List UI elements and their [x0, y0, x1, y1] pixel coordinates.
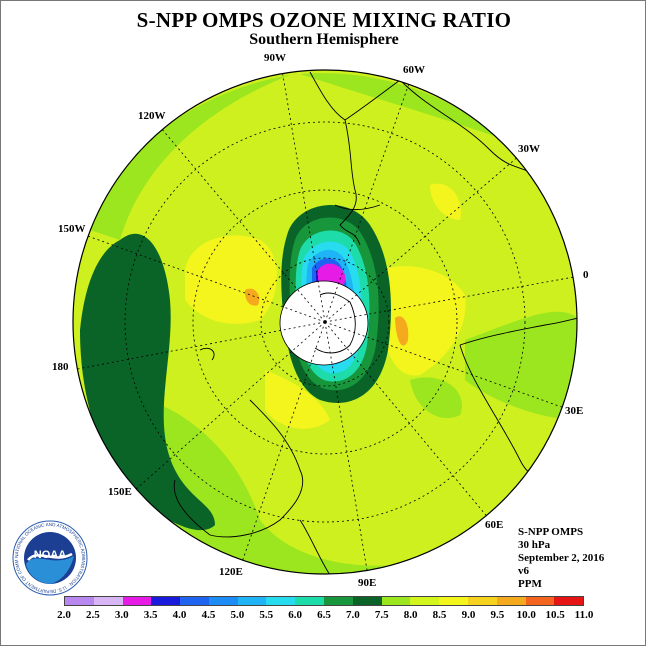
antarctica-coast: [314, 292, 356, 354]
lon-label-180: 180: [52, 361, 69, 373]
australia-coast: [173, 479, 211, 536]
ozone-contour-9-5: [244, 288, 260, 306]
lon-label-150e: 150E: [108, 486, 132, 498]
colorbar-tick-label: 5.5: [259, 609, 274, 621]
colorbar-swatch: [122, 597, 152, 605]
colorbar-swatch: [381, 597, 411, 605]
map-title: S-NPP OMPS OZONE MIXING RATIO: [136, 8, 512, 32]
colorbar-tick-label: 5.0: [230, 609, 245, 621]
metadata-block: S-NPP OMPS 30 hPa September 2, 2016 v6 P…: [518, 526, 604, 591]
colorbar-tick-label: 7.0: [346, 609, 360, 621]
colorbar-swatch: [324, 597, 353, 605]
colorbar-tick-label: 4.0: [172, 609, 187, 621]
antarctic-peninsula-coast: [334, 204, 381, 210]
colorbar: [64, 596, 584, 606]
colorbar-tick-label: 6.0: [288, 609, 302, 621]
noaa-logo-text: NOAA: [34, 549, 66, 561]
south-america-coast: [399, 79, 536, 176]
colorbar-tick-label: 8.5: [432, 609, 447, 621]
colorbar-swatch: [352, 597, 382, 605]
new-zealand-coast: [199, 347, 215, 361]
colorbar-swatch: [467, 597, 497, 605]
lon-label-0: 0: [583, 269, 589, 281]
colorbar-swatch: [554, 597, 584, 605]
lon-label-60e: 60E: [485, 519, 504, 531]
lon-label-120e: 120E: [219, 566, 243, 578]
colorbar-swatch: [410, 597, 440, 605]
colorbar-tick-label: 3.5: [143, 609, 158, 621]
colorbar-swatch: [65, 597, 94, 605]
ozone-contour-9-5: [395, 316, 409, 346]
colorbar-tick-label: 10.0: [516, 609, 536, 621]
south-america-coast: [309, 71, 401, 121]
colorbar-swatch: [439, 597, 468, 605]
lon-label-30w: 30W: [518, 143, 540, 155]
pressure-level-label: 30 hPa: [518, 539, 551, 551]
lon-label-150w: 150W: [58, 223, 86, 235]
ozone-contour-7-5: [465, 311, 577, 420]
lon-label-90w: 90W: [264, 52, 286, 64]
instrument-label: S-NPP OMPS: [518, 526, 584, 538]
colorbar-swatch: [237, 597, 267, 605]
map-subtitle: Southern Hemisphere: [249, 31, 399, 48]
ozone-contour-7-5: [90, 75, 290, 240]
colorbar-tick-label: 9.0: [461, 609, 476, 621]
colorbar-tick-label: 2.0: [57, 609, 71, 621]
colorbar-tick-label: 2.5: [86, 609, 100, 621]
noaa-logo: NOAA NATIONAL OCEANIC AND ATMOSPHERIC AD…: [12, 520, 88, 596]
colorbar-swatch: [266, 597, 296, 605]
colorbar-swatch: [496, 597, 526, 605]
lon-label-90e: 90E: [358, 577, 377, 589]
ozone-contour-7-5: [410, 377, 462, 419]
date-label: September 2, 2016: [518, 552, 605, 564]
colorbar-tick-label: 11.0: [574, 609, 594, 621]
indonesia-coast: [299, 519, 331, 574]
colorbar-tick-label: 3.0: [114, 609, 129, 621]
map-boundary: [72, 69, 578, 575]
ozone-contour-7-5: [300, 73, 505, 140]
units-label: PPM: [518, 578, 542, 590]
colorbar-swatch: [208, 597, 238, 605]
ozone-contour-8-5: [265, 370, 330, 429]
ozone-contour-8-5: [430, 183, 461, 220]
colorbar-tick-label: 6.5: [317, 609, 331, 621]
colorbar-swatch: [93, 597, 123, 605]
africa-coast: [459, 317, 577, 346]
colorbar-swatch: [151, 597, 181, 605]
ozone-high-ridge: [80, 233, 215, 531]
colorbar-tick-label: 4.5: [201, 609, 216, 621]
colorbar-tick-label: 10.5: [545, 609, 565, 621]
colorbar-swatch: [295, 597, 325, 605]
lon-label-60w: 60W: [403, 64, 425, 76]
australia-coast: [209, 399, 304, 538]
ozone-contour-8-5: [380, 266, 466, 376]
south-america-coast: [339, 119, 361, 246]
version-label: v6: [518, 565, 529, 577]
ozone-contour-7-5: [146, 400, 430, 574]
lon-label-120w: 120W: [138, 110, 166, 122]
graticule: [73, 70, 577, 574]
lon-label-30e: 30E: [565, 405, 584, 417]
colorbar-swatch: [525, 597, 555, 605]
colorbar-tick-label: 8.0: [403, 609, 418, 621]
colorbar-tick-label: 7.5: [374, 609, 389, 621]
colorbar-tick-label: 9.5: [490, 609, 505, 621]
colorbar-swatch: [180, 597, 209, 605]
